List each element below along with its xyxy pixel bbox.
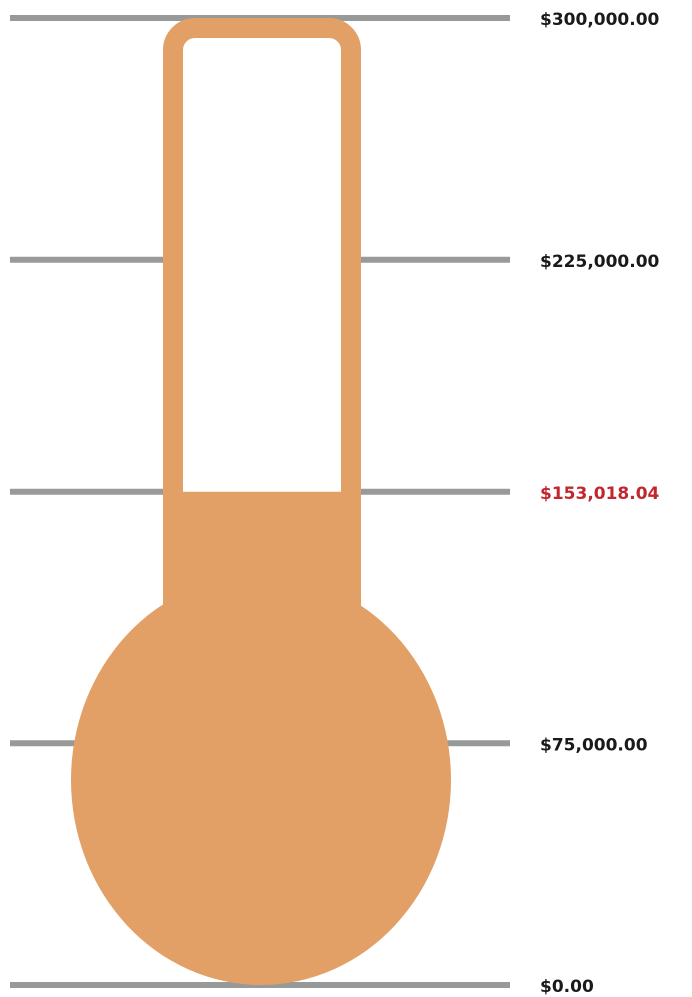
- y-tick-label: $75,000.00: [540, 735, 648, 755]
- y-tick-label: $300,000.00: [540, 10, 660, 30]
- y-tick-label: $225,000.00: [540, 252, 660, 272]
- chart: $0.00 $75,000.00 $225,000.00 $300,000.00 $15…: [0, 0, 692, 997]
- y-tick-label: $0.00: [540, 977, 594, 997]
- value-label: $153,018.04: [540, 484, 660, 504]
- thermometer-bulb: [71, 575, 451, 985]
